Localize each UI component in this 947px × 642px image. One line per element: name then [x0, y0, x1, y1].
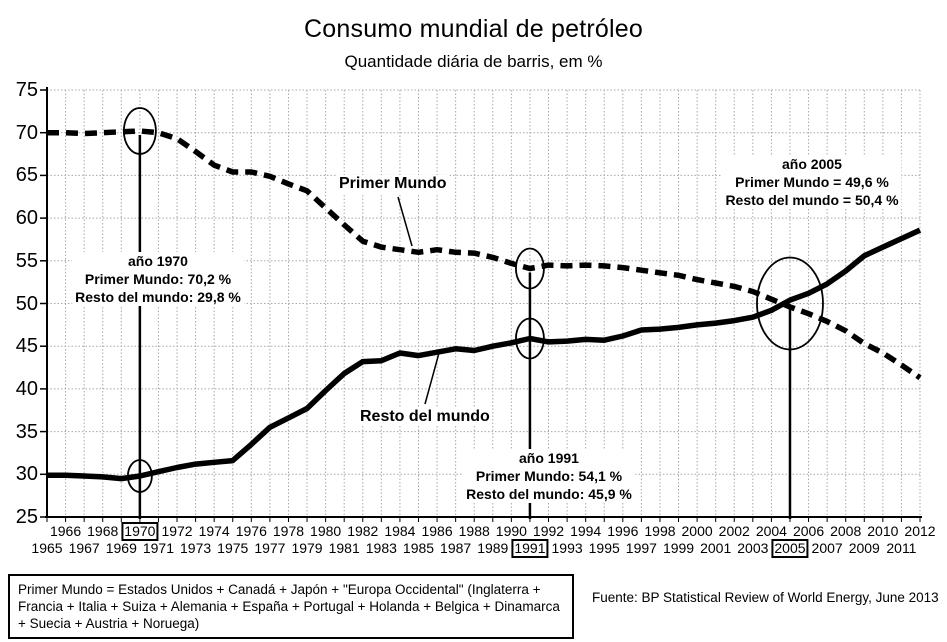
annotation-1991-year: año 1991	[519, 450, 579, 466]
x-tick-label: 2000	[681, 523, 713, 539]
x-tick-label: 1998	[644, 523, 676, 539]
x-tick-label: 1969	[105, 540, 137, 556]
series-label-primer-mundo: Primer Mundo	[337, 175, 449, 193]
x-tick-label: 1984	[384, 523, 416, 539]
x-tick-label: 1992	[532, 523, 565, 539]
x-tick-label: 1965	[31, 540, 63, 556]
x-tick-label: 1983	[365, 540, 397, 556]
annotation-2005-pm: Primer Mundo = 49,6 %	[735, 174, 889, 190]
series-line-resto-del-mundo	[47, 227, 922, 482]
x-tick-label: 1988	[458, 523, 490, 539]
series-label-resto-del-mundo: Resto del mundo	[358, 408, 492, 426]
annotation-1991: año 1991 Primer Mundo: 54,1 % Resto del …	[463, 449, 635, 503]
x-tick-label: 1972	[161, 523, 193, 539]
x-tick-label: 1973	[180, 540, 212, 556]
annotation-2005: año 2005 Primer Mundo = 49,6 % Resto del…	[722, 155, 902, 209]
x-tick-label: 2004	[755, 523, 787, 539]
x-tick-label: 1974	[198, 523, 230, 539]
source-text: Fuente: BP Statistical Review of World E…	[592, 590, 939, 605]
highlight-ellipse-1970	[126, 459, 153, 493]
y-tick-label: 45	[15, 335, 38, 358]
x-tick-label: 1976	[235, 523, 267, 539]
x-tick-label: 1985	[402, 540, 435, 556]
x-tick-label: 1982	[347, 523, 379, 539]
highlight-ellipse-1991	[515, 317, 545, 360]
highlight-ellipse-1970	[122, 107, 157, 155]
annotation-1970-year: año 1970	[128, 253, 188, 269]
x-tick-label: 1990	[495, 523, 527, 539]
x-tick-label: 1980	[310, 523, 342, 539]
series-line-primer-mundo	[47, 128, 922, 381]
x-tick-label: 2010	[867, 523, 899, 539]
y-tick-label: 65	[15, 164, 38, 187]
x-tick-label: 2007	[811, 540, 843, 556]
annotation-1970: año 1970 Primer Mundo: 70,2 % Resto del …	[72, 252, 244, 306]
x-tick-label: 1993	[551, 540, 583, 556]
y-tick-label: 60	[15, 207, 38, 230]
x-tick-label: 1970	[121, 522, 159, 541]
x-tick-label: 1996	[607, 523, 639, 539]
y-tick-label: 35	[15, 420, 38, 443]
annotation-1991-pm: Primer Mundo: 54,1 %	[475, 468, 623, 484]
x-tick-label: 1997	[625, 540, 657, 556]
x-tick-label: 2009	[848, 540, 880, 556]
x-tick-label: 2006	[792, 523, 825, 539]
x-tick-label: 1966	[49, 523, 82, 539]
y-tick-label: 75	[15, 79, 38, 101]
x-tick-label: 2001	[700, 540, 732, 556]
x-tick-label: 2005	[771, 539, 809, 558]
x-tick-label: 1994	[570, 523, 602, 539]
x-tick-label: 2008	[830, 523, 862, 539]
y-tick-label: 30	[15, 463, 38, 486]
x-tick-label: 1979	[291, 540, 323, 556]
annotation-1970-pm: Primer Mundo: 70,2 %	[84, 271, 232, 287]
chart-subtitle: Quantidade diária de barris, em %	[344, 52, 603, 71]
primer-mundo-leader-line	[397, 196, 413, 247]
x-tick-label: 1987	[440, 540, 472, 556]
x-tick-label: 1986	[421, 523, 453, 539]
chart-title: Consumo mundial de petróleo	[304, 15, 643, 43]
highlight-ellipse-2005	[756, 256, 824, 351]
x-tick-label: 1989	[477, 540, 509, 556]
y-tick-label: 25	[15, 506, 38, 528]
x-tick-label: 1967	[68, 540, 100, 556]
y-tick-label: 55	[15, 249, 38, 272]
x-tick-label: 1981	[328, 540, 360, 556]
x-tick-label: 1977	[254, 540, 286, 556]
x-tick-label: 2002	[718, 523, 750, 539]
x-tick-label: 1971	[142, 540, 175, 556]
x-tick-label: 2012	[904, 523, 936, 539]
annotation-1991-rm: Resto del mundo: 45,9 %	[466, 486, 632, 502]
x-tick-label: 1975	[217, 540, 249, 556]
annotation-2005-rm: Resto del mundo = 50,4 %	[725, 192, 899, 208]
highlight-ellipse-1991	[515, 247, 545, 290]
x-tick-label: 2003	[737, 540, 769, 556]
y-tick-label: 40	[15, 377, 38, 400]
annotation-2005-year: año 2005	[782, 156, 842, 172]
x-tick-label: 2011	[886, 540, 917, 556]
y-tick-label: 70	[15, 121, 38, 144]
annotation-1970-rm: Resto del mundo: 29,8 %	[75, 289, 241, 305]
resto-del-mundo-leader-line	[424, 352, 440, 405]
x-tick-label: 1999	[662, 540, 695, 556]
y-tick-label: 50	[15, 292, 38, 315]
x-tick-label: 1978	[272, 523, 305, 539]
footnote-box: Primer Mundo = Estados Unidos + Canadá +…	[8, 574, 574, 639]
x-tick-label: 1991	[511, 539, 549, 558]
x-tick-label: 1995	[588, 540, 620, 556]
x-tick-label: 1968	[87, 523, 119, 539]
